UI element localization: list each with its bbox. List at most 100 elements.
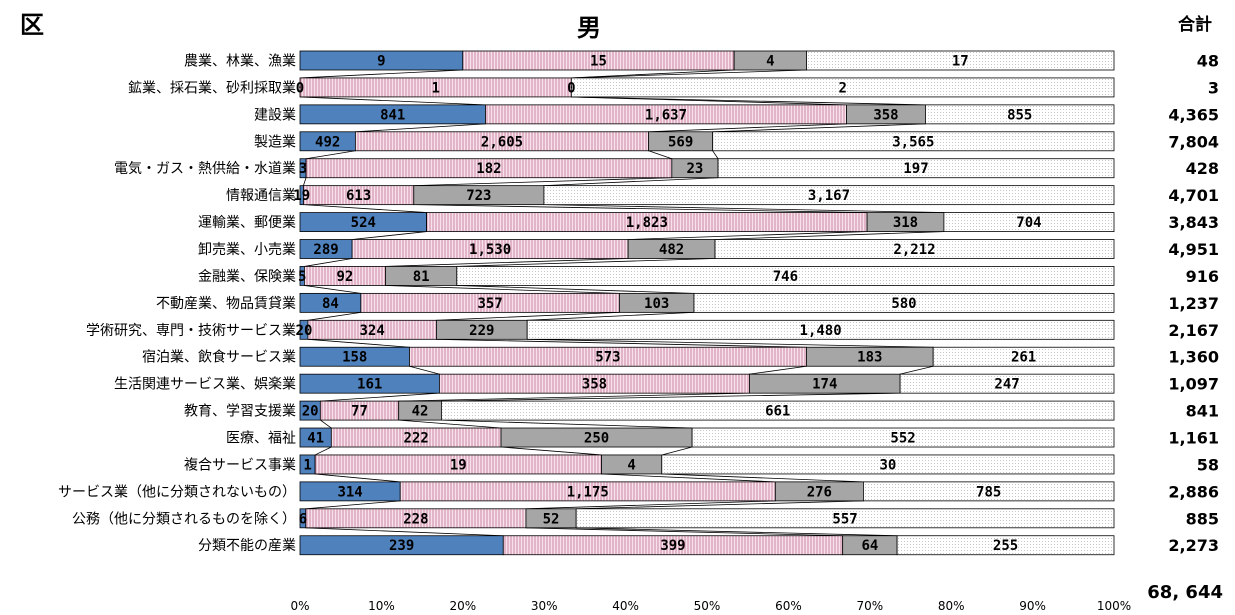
data-label: 23 bbox=[687, 161, 704, 177]
data-label: 15 bbox=[590, 54, 607, 70]
data-label: 1,480 bbox=[800, 323, 842, 339]
category-label: 不動産業、物品賃貸業 bbox=[156, 296, 296, 312]
data-label: 239 bbox=[389, 538, 414, 554]
series-connector-line bbox=[355, 123, 486, 133]
data-label: 723 bbox=[466, 188, 491, 204]
category-label: 生活関連サービス業、娯楽業 bbox=[114, 377, 296, 393]
category-label: 複合サービス事業 bbox=[184, 456, 296, 473]
data-label: 41 bbox=[307, 431, 324, 447]
series-connector-line bbox=[527, 311, 694, 321]
data-label: 746 bbox=[773, 269, 798, 285]
data-label: 482 bbox=[659, 242, 684, 258]
data-label: 2,605 bbox=[481, 134, 523, 150]
data-label: 255 bbox=[993, 538, 1018, 554]
data-label: 573 bbox=[595, 350, 620, 366]
chart-title: 男 bbox=[577, 14, 601, 42]
data-label: 1 bbox=[303, 457, 311, 473]
series-connector-line bbox=[307, 338, 410, 348]
data-label: 3,167 bbox=[808, 188, 850, 204]
data-label: 19 bbox=[293, 188, 310, 204]
data-label: 358 bbox=[873, 107, 898, 123]
data-label: 357 bbox=[477, 296, 502, 312]
data-label: 17 bbox=[952, 54, 969, 70]
data-label: 103 bbox=[644, 296, 669, 312]
data-label: 77 bbox=[351, 404, 368, 420]
data-label: 314 bbox=[337, 484, 362, 500]
data-label: 5 bbox=[298, 269, 306, 285]
series-connector-line bbox=[527, 338, 934, 348]
category-label: 学術研究、専門・技術サービス業 bbox=[86, 323, 296, 339]
data-label: 569 bbox=[668, 134, 693, 150]
series-connector-line bbox=[398, 419, 502, 429]
category-label: 農業、林業、漁業 bbox=[184, 54, 296, 70]
row-total: 3,843 bbox=[1168, 213, 1219, 232]
series-connector-line bbox=[441, 392, 901, 402]
row-total: 4,951 bbox=[1168, 240, 1219, 259]
data-label: 2 bbox=[838, 80, 846, 96]
data-label: 19 bbox=[450, 457, 467, 473]
data-label: 30 bbox=[879, 457, 896, 473]
series-connector-line bbox=[571, 69, 735, 79]
data-label: 158 bbox=[342, 350, 367, 366]
series-connector-line bbox=[352, 231, 427, 240]
data-label: 261 bbox=[1011, 350, 1036, 366]
series-connector-line bbox=[576, 527, 898, 537]
bar-segment bbox=[570, 77, 1115, 98]
data-label: 276 bbox=[807, 484, 832, 500]
series-connector-line bbox=[385, 258, 629, 267]
series-connector-line bbox=[500, 446, 602, 456]
category-label: 金融業、保険業 bbox=[198, 269, 296, 285]
category-label: 建設業 bbox=[254, 107, 296, 123]
series-connector-line bbox=[525, 500, 776, 510]
data-label: 399 bbox=[660, 538, 685, 554]
row-total: 4,701 bbox=[1168, 186, 1219, 205]
series-connector-line bbox=[304, 258, 353, 267]
data-label: 4 bbox=[627, 457, 635, 473]
data-label: 324 bbox=[360, 323, 385, 339]
total-column-header: 合計 bbox=[1178, 15, 1212, 35]
series-connector-line bbox=[648, 150, 672, 160]
x-tick-label: 0% bbox=[290, 599, 309, 613]
category-label: 医療、福祉 bbox=[226, 430, 296, 447]
data-label: 492 bbox=[315, 134, 340, 150]
data-label: 557 bbox=[832, 511, 857, 527]
row-total: 4,365 bbox=[1168, 105, 1219, 124]
data-label: 855 bbox=[1007, 107, 1032, 123]
grand-total: 68, 644 bbox=[1147, 582, 1223, 603]
data-label: 20 bbox=[302, 404, 319, 420]
data-label: 222 bbox=[404, 431, 429, 447]
data-label: 42 bbox=[412, 404, 429, 420]
data-label: 247 bbox=[994, 377, 1019, 393]
x-tick-label: 20% bbox=[449, 599, 476, 613]
data-label: 6 bbox=[299, 511, 307, 527]
data-label: 785 bbox=[976, 484, 1001, 500]
data-label: 524 bbox=[351, 215, 376, 231]
series-connector-line bbox=[571, 69, 807, 79]
data-label: 289 bbox=[313, 242, 338, 258]
row-total: 48 bbox=[1197, 52, 1219, 71]
bar-segment bbox=[717, 158, 1115, 179]
series-connector-line bbox=[304, 285, 361, 294]
category-label: 運輸業、郵便業 bbox=[198, 215, 296, 231]
series-connector-line bbox=[628, 231, 868, 240]
series-connector-line bbox=[441, 419, 693, 429]
data-label: 84 bbox=[322, 296, 339, 312]
data-label: 0 bbox=[567, 80, 575, 96]
x-tick-label: 70% bbox=[856, 599, 883, 613]
series-connector-line bbox=[749, 365, 807, 375]
data-label: 318 bbox=[893, 215, 918, 231]
category-label: 宿泊業、飲食サービス業 bbox=[142, 349, 296, 366]
x-tick-label: 40% bbox=[612, 599, 639, 613]
bar-segment bbox=[526, 319, 1115, 340]
row-total: 1,161 bbox=[1168, 429, 1219, 448]
data-label: 2,212 bbox=[893, 242, 935, 258]
data-label: 1,530 bbox=[469, 242, 511, 258]
data-label: 52 bbox=[543, 511, 560, 527]
row-total: 1,360 bbox=[1168, 348, 1219, 367]
category-label: 電気・ガス・熱供給・水道業 bbox=[114, 161, 296, 177]
series-connector-line bbox=[456, 285, 694, 294]
row-total: 428 bbox=[1186, 159, 1219, 178]
x-tick-label: 10% bbox=[368, 599, 395, 613]
data-label: 20 bbox=[296, 323, 313, 339]
series-connector-line bbox=[543, 204, 944, 213]
